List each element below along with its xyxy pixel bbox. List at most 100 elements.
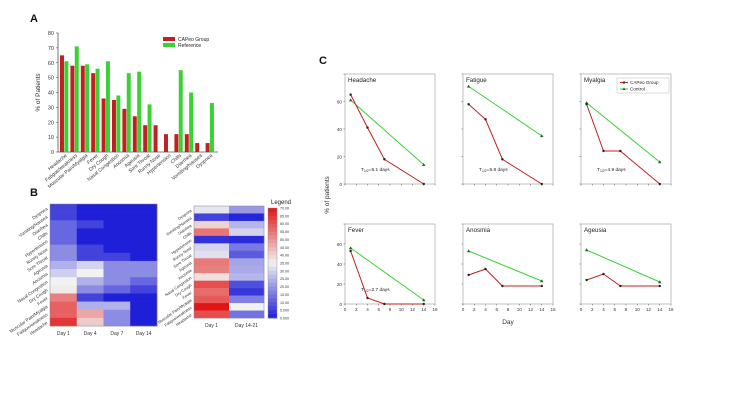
heatmaps: DyspneaVomiting/NauseaDiarrheaChillsHype… (9, 200, 291, 337)
y-tick-label: 60 (48, 61, 54, 67)
colorbar-segment (268, 274, 277, 280)
heatmap-cell (130, 244, 158, 254)
capeo-marker (484, 267, 487, 271)
bar-capeo-group (91, 73, 96, 152)
plot-frame (344, 73, 436, 185)
heatmap-cell (103, 301, 131, 311)
capeo-marker (422, 182, 425, 186)
t-half-label: T1/2=2.7 days (361, 287, 390, 293)
heatmap-cell (229, 310, 265, 319)
y-axis-label: % of patients (324, 175, 331, 213)
heatmap-cell (130, 301, 158, 311)
x-tick-label: 0 (580, 307, 583, 312)
heatmap-cell (194, 265, 230, 274)
x-axis-label: Day (502, 319, 514, 326)
x-tick-label: 8 (507, 307, 510, 312)
colorbar-segment (268, 290, 277, 295)
heatmap-cell (76, 285, 104, 294)
capeo-line (350, 250, 424, 305)
colorbar-tick-label: 5.000 (280, 309, 289, 313)
heatmap-cell (76, 269, 104, 278)
plot-frame (462, 223, 554, 305)
heatmap-cell (229, 273, 265, 281)
bar-capeo-group (132, 116, 137, 152)
heatmap-cell (76, 212, 104, 221)
capeo-marker (383, 302, 386, 306)
heatmap-cell (76, 236, 104, 245)
colorbar-segment (268, 302, 277, 307)
capeo-marker (602, 149, 605, 153)
colorbar-segment (268, 247, 277, 252)
colorbar-segment (268, 223, 277, 229)
capeo-marker (422, 302, 425, 306)
panel-label-a: A (30, 13, 38, 25)
heatmap-cell (50, 236, 78, 245)
heatmap-cell (76, 309, 104, 319)
control-marker (658, 160, 662, 164)
subplot-title: Headache (348, 77, 377, 84)
heatmap-frame (49, 203, 158, 327)
heatmap-cell (194, 220, 230, 229)
bar-capeo-group (174, 134, 179, 152)
heatmap-column-label: Day 1 (57, 331, 70, 337)
heatmap-cell (229, 250, 265, 259)
bar-capeo-group (195, 143, 200, 152)
heatmap-cell (50, 260, 78, 270)
y-tick-label: 40 (337, 262, 343, 267)
capeo-marker (484, 118, 487, 121)
x-tick-label: 12 (528, 307, 534, 312)
heatmap-cell (194, 213, 230, 222)
x-tick-label: 2 (473, 307, 476, 312)
plot-frame (344, 223, 436, 305)
heatmap-column-label: Day 14-21 (235, 323, 258, 329)
heatmap-cell (130, 212, 158, 221)
t-half-label: T1/2=4.9 days (597, 167, 626, 173)
heatmap-cell (229, 243, 265, 252)
colorbar-segment (268, 263, 277, 268)
control-marker (658, 280, 662, 284)
x-tick-label: 10 (635, 307, 641, 312)
heatmap-cell (50, 293, 78, 302)
capeo-line (468, 103, 543, 185)
heatmap-cell (103, 212, 131, 221)
x-tick-label: 6 (495, 307, 498, 312)
legend-capeo-marker (622, 81, 626, 84)
capeo-marker (540, 182, 543, 186)
heatmap-cell (76, 252, 104, 262)
heatmap-cell (194, 243, 230, 252)
x-tick-label: 12 (646, 307, 652, 312)
heatmap-cell (194, 258, 230, 267)
control-marker (540, 134, 544, 138)
subplot-fatigue: Fatigue T1/2=5.8 days (461, 73, 554, 186)
heatmap-cell (103, 220, 131, 229)
heatmap-cell (130, 317, 158, 327)
legend-label: CAPeo Group (630, 80, 659, 85)
colorbar-tick-label: 0.000 (280, 317, 289, 321)
heatmap-cell (76, 301, 104, 311)
capeo-line (350, 94, 425, 185)
heatmap-cell (229, 265, 265, 274)
capeo-marker (658, 284, 661, 288)
legend-label: CAPeo Group (178, 37, 209, 43)
colorbar-segment (268, 215, 277, 221)
y-tick-label: 70 (48, 46, 54, 52)
y-tick-label: 50 (48, 76, 54, 82)
colorbar-tick-label: 40.00 (280, 254, 289, 258)
heatmap-cell (103, 260, 131, 270)
heatmap-cell (103, 277, 131, 286)
capeo-marker (467, 103, 470, 106)
capeo-marker (366, 296, 369, 300)
legend-control-marker (622, 87, 626, 90)
y-tick-label: 20 (337, 282, 343, 287)
control-line (468, 250, 542, 282)
control-line (350, 247, 425, 301)
bar-capeo-group (122, 108, 127, 152)
capeo-line (468, 268, 542, 287)
control-marker (348, 246, 353, 250)
heatmap-row-label: Chills (37, 230, 49, 241)
heatmap-cell (130, 269, 158, 278)
heatmap-cell (229, 295, 265, 304)
capeo-marker (602, 272, 605, 276)
